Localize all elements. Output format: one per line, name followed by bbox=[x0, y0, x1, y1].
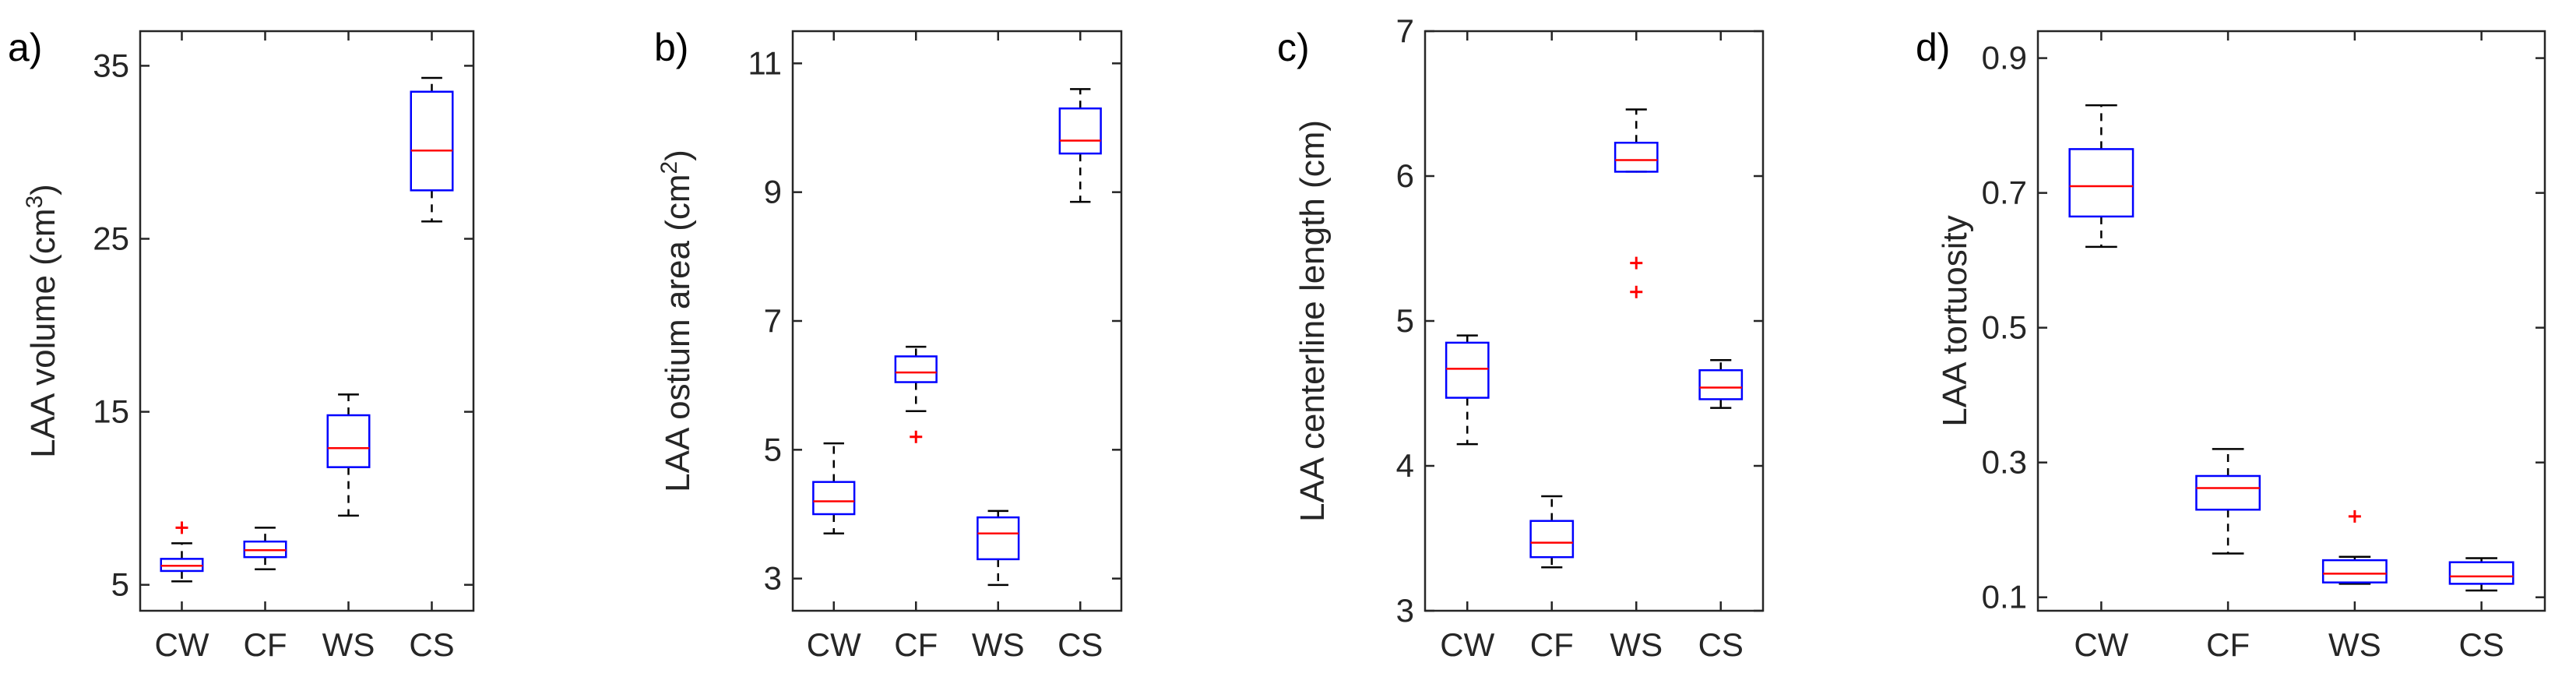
y-axis-label: LAA volume (cm3) bbox=[22, 184, 62, 458]
y-tick-label: 25 bbox=[93, 220, 129, 257]
box-cs bbox=[1698, 358, 1744, 409]
y-tick-label: 9 bbox=[764, 174, 782, 210]
y-tick-label: 0.7 bbox=[1982, 175, 2027, 211]
panel-letter: b) bbox=[654, 26, 688, 69]
box-cf bbox=[243, 527, 287, 570]
outlier-marker bbox=[1630, 285, 1643, 298]
y-tick-label: 7 bbox=[1396, 12, 1414, 49]
box-cs bbox=[1058, 88, 1102, 203]
box-iqr bbox=[1529, 520, 1575, 559]
box-iqr bbox=[812, 481, 856, 516]
y-axis-label-text: LAA volume (cm bbox=[24, 209, 62, 458]
y-tick-label: 5 bbox=[111, 566, 129, 603]
y-axis-label-text: LAA tortuosity bbox=[1936, 215, 1974, 426]
axes-frame bbox=[1423, 30, 1765, 612]
x-tick-label: CF bbox=[1530, 626, 1574, 663]
box-iqr bbox=[1698, 368, 1744, 400]
y-tick-label: 0.9 bbox=[1982, 40, 2027, 76]
panel-letter: a) bbox=[8, 26, 42, 69]
x-tick-label: CS bbox=[1057, 626, 1103, 663]
box-cw bbox=[1445, 334, 1490, 446]
y-tick-label: 7 bbox=[764, 302, 782, 339]
y-tick-label: 5 bbox=[764, 431, 782, 467]
y-axis-label-text: LAA ostium area (cm bbox=[659, 174, 697, 492]
y-tick-label: 6 bbox=[1396, 157, 1414, 194]
y-axis-label: LAA ostium area (cm2) bbox=[656, 150, 697, 492]
y-tick-label: 15 bbox=[93, 393, 129, 430]
box-iqr bbox=[410, 90, 454, 192]
y-tick-label: 4 bbox=[1396, 447, 1414, 484]
x-tick-label: WS bbox=[2328, 626, 2381, 663]
x-tick-label: CS bbox=[2458, 626, 2504, 663]
panel-3: d) 0.1 0.3 0.5 0.7 0.9 LAA tortuosity CW CF WS CS bbox=[1916, 26, 2546, 663]
y-tick-label: 5 bbox=[1396, 302, 1414, 339]
x-tick-label: CS bbox=[1698, 626, 1744, 663]
panel-letter: d) bbox=[1916, 26, 1950, 69]
y-axis-label-end: ) bbox=[24, 184, 62, 196]
outlier-marker bbox=[1630, 256, 1643, 270]
y-tick-label: 0.1 bbox=[1982, 579, 2027, 615]
box-cw bbox=[812, 442, 856, 535]
box-iqr bbox=[1445, 341, 1490, 399]
y-axis-label-superscript: 3 bbox=[22, 196, 48, 209]
x-tick-label: CW bbox=[807, 626, 861, 663]
panel-2: c) 3 4 5 6 7 LAA centerline length (cm) CW CF WS C… bbox=[1277, 12, 1765, 663]
outlier-marker bbox=[2348, 509, 2361, 523]
box-ws bbox=[2321, 509, 2388, 585]
y-axis-label-superscript: 2 bbox=[656, 161, 682, 175]
x-tick-label: WS bbox=[322, 626, 375, 663]
x-tick-label: WS bbox=[972, 626, 1025, 663]
box-cf bbox=[894, 345, 938, 443]
box-cw bbox=[2068, 104, 2134, 249]
x-tick-label: CW bbox=[155, 626, 209, 663]
x-tick-label: CS bbox=[409, 626, 454, 663]
x-tick-label: WS bbox=[1610, 626, 1663, 663]
x-tick-label: CW bbox=[2074, 626, 2128, 663]
box-iqr bbox=[894, 355, 938, 383]
y-tick-label: 35 bbox=[93, 47, 129, 83]
box-iqr bbox=[1614, 141, 1659, 173]
axes-frame bbox=[791, 30, 1123, 612]
box-cw bbox=[160, 521, 204, 583]
axes-frame bbox=[2036, 30, 2546, 612]
outlier-marker bbox=[175, 521, 188, 534]
y-tick-label: 3 bbox=[764, 560, 782, 597]
x-tick-label: CW bbox=[1440, 626, 1494, 663]
box-cs bbox=[410, 76, 454, 223]
box-iqr bbox=[2195, 474, 2261, 511]
box-cf bbox=[1529, 495, 1575, 569]
panel-0: a) 5 15 25 35 LAA volume (cm3) CW CF WS CS bbox=[8, 26, 475, 663]
y-tick-label: 0.5 bbox=[1982, 309, 2027, 346]
box-iqr bbox=[2321, 559, 2388, 583]
box-iqr bbox=[977, 516, 1020, 561]
box-iqr bbox=[2068, 148, 2134, 218]
panel-1: b) 3 5 7 9 11 LAA ostium area (cm2) CW CF WS CS bbox=[654, 26, 1123, 663]
box-cs bbox=[2448, 557, 2514, 592]
box-iqr bbox=[2448, 561, 2514, 585]
outlier-marker bbox=[910, 430, 923, 443]
y-tick-label: 11 bbox=[748, 44, 782, 81]
axes-frame bbox=[139, 30, 475, 612]
x-tick-label: CF bbox=[2206, 626, 2250, 663]
box-ws bbox=[1614, 108, 1659, 298]
x-tick-label: CF bbox=[244, 626, 287, 663]
y-axis-label-end: ) bbox=[659, 150, 697, 161]
y-axis-label: LAA centerline length (cm) bbox=[1293, 120, 1332, 522]
x-tick-label: CF bbox=[894, 626, 938, 663]
box-iqr bbox=[326, 414, 371, 468]
y-tick-label: 0.3 bbox=[1982, 444, 2027, 481]
box-ws bbox=[326, 393, 371, 517]
y-axis-label: LAA tortuosity bbox=[1936, 215, 1974, 426]
y-axis-label-text: LAA centerline length (cm) bbox=[1293, 120, 1332, 522]
panel-letter: c) bbox=[1277, 26, 1310, 69]
box-ws bbox=[977, 509, 1020, 587]
box-iqr bbox=[1058, 107, 1102, 155]
box-cf bbox=[2195, 448, 2261, 555]
y-tick-label: 3 bbox=[1396, 592, 1414, 629]
